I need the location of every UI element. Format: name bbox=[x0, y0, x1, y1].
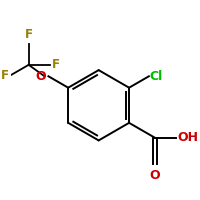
Text: O: O bbox=[150, 169, 160, 182]
Text: F: F bbox=[25, 28, 33, 41]
Text: F: F bbox=[1, 69, 9, 82]
Text: O: O bbox=[36, 70, 46, 83]
Text: F: F bbox=[51, 58, 59, 71]
Text: OH: OH bbox=[177, 131, 198, 144]
Text: Cl: Cl bbox=[150, 70, 163, 83]
